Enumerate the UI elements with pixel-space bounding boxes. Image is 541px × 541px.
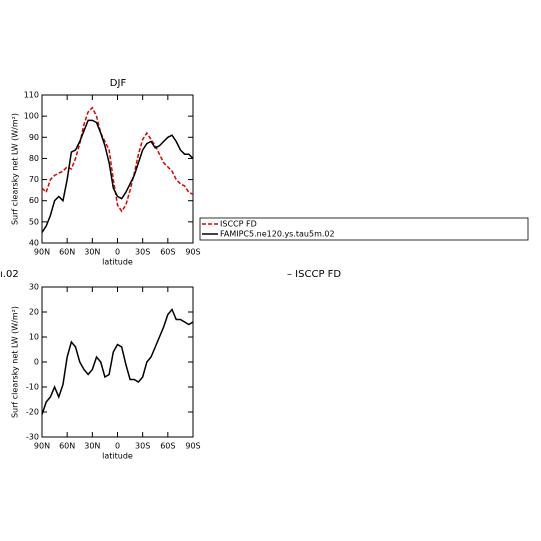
- y-tick-label: 30: [29, 283, 39, 292]
- y-tick-label: 50: [29, 217, 39, 226]
- y-tick-label: 80: [29, 154, 39, 163]
- legend-box: [199, 217, 529, 241]
- y-tick-label: 40: [29, 239, 39, 248]
- x-tick-label: 60S: [160, 442, 175, 451]
- legend-label: ISCCP FD: [220, 220, 257, 229]
- x-tick-label: 90S: [185, 248, 200, 257]
- x-tick-label: 90N: [34, 248, 50, 257]
- x-tick-label: 30S: [135, 248, 150, 257]
- chart-title-right: – ISCCP FD: [287, 269, 341, 280]
- legend-label: FAMIPC5.ne120.ys.tau5m.02: [220, 230, 335, 239]
- y-tick-label: 90: [29, 133, 39, 142]
- y-tick-label: 100: [24, 112, 39, 121]
- plot-frame: [41, 286, 194, 438]
- series-line: [41, 106, 194, 213]
- x-tick-label: 60N: [59, 442, 75, 451]
- y-tick-label: 110: [24, 91, 39, 100]
- x-tick-label: 30N: [84, 248, 100, 257]
- x-tick-label: 90N: [34, 442, 50, 451]
- x-tick-label: 60N: [59, 248, 75, 257]
- series-line: [41, 308, 194, 415]
- y-tick-label: -30: [26, 433, 39, 442]
- x-axis-label: latitude: [102, 452, 133, 461]
- chart-title: DJF: [110, 78, 127, 89]
- x-axis-label: latitude: [102, 258, 133, 267]
- x-tick-label: 0: [115, 248, 120, 257]
- chart-title-left: ı.02: [0, 269, 19, 280]
- y-axis-label: Surf clearsky net LW (W/m²): [11, 113, 20, 225]
- y-tick-label: 0: [34, 358, 39, 367]
- x-tick-label: 90S: [185, 442, 200, 451]
- y-tick-label: -10: [26, 383, 39, 392]
- x-tick-label: 30S: [135, 442, 150, 451]
- series-line: [41, 119, 194, 233]
- y-tick-label: -20: [26, 408, 39, 417]
- y-tick-label: 10: [29, 333, 39, 342]
- x-tick-label: 60S: [160, 248, 175, 257]
- y-tick-label: 20: [29, 308, 39, 317]
- y-tick-label: 60: [29, 196, 39, 205]
- x-tick-label: 30N: [84, 442, 100, 451]
- y-tick-label: 70: [29, 175, 39, 184]
- y-axis-label: Surf clearsky net LW (W/m²): [11, 306, 20, 418]
- x-tick-label: 0: [115, 442, 120, 451]
